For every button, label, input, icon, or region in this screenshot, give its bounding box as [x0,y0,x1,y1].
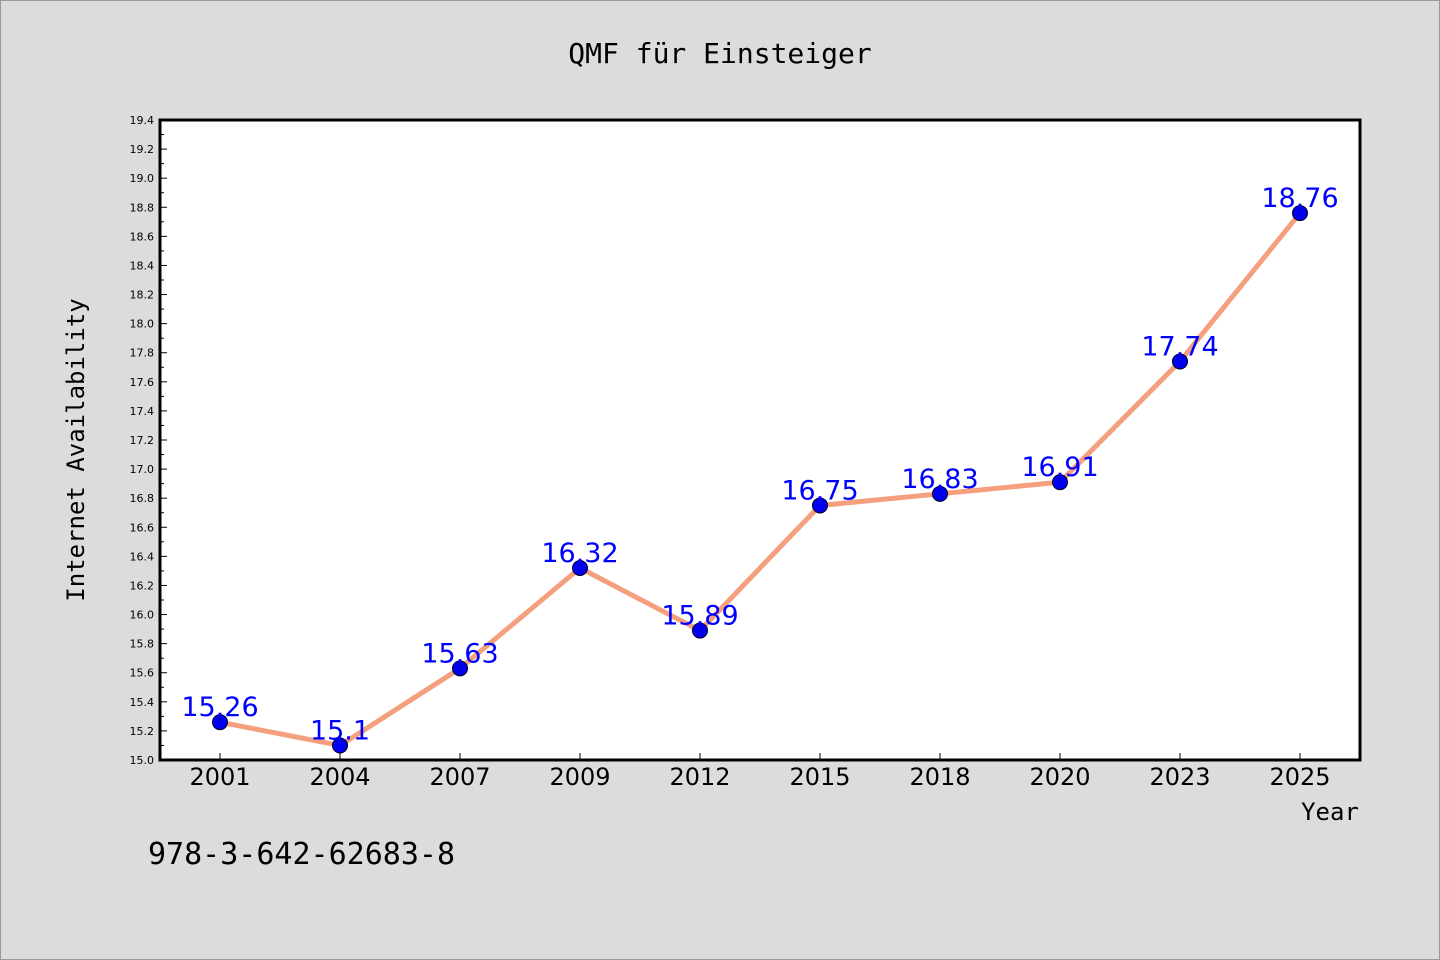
y-tick-label: 19.0 [130,172,155,185]
data-label: 16.91 [1021,452,1098,483]
data-labels: 15.26 15.1 15.63 16.32 15.89 16.75 16.83 16.91 1… [181,183,1338,746]
x-tick-label: 2025 [1269,763,1330,791]
y-axis: 15.0 15.2 15.4 15.6 15.8 16.0 16.2 16.4 16.6 16.8… [130,114,167,767]
data-point [452,660,468,677]
y-tick-label: 19.2 [130,143,155,156]
x-axis-label: Year [1301,798,1359,826]
isbn-text: 978-3-642-62683-8 [148,837,455,872]
data-label: 15.89 [661,601,738,632]
y-tick-label: 18.0 [130,318,155,331]
x-tick-label: 2023 [1149,763,1210,791]
x-tick-label: 2018 [909,763,970,791]
y-tick-label: 18.8 [130,201,155,214]
y-tick-label: 16.4 [130,550,155,563]
data-point [1172,353,1188,370]
x-tick-label: 2007 [429,763,490,791]
data-point [932,485,948,502]
data-label: 18.76 [1261,183,1338,214]
data-point [212,714,228,731]
y-tick-label: 17.2 [130,434,155,447]
y-tick-label: 16.8 [130,492,155,505]
chart-title: QMF für Einsteiger [568,37,871,70]
data-markers [212,205,1308,754]
y-tick-label: 17.6 [130,376,155,389]
data-label: 16.83 [901,464,978,495]
data-label: 15.1 [310,715,370,746]
data-point [572,560,588,576]
y-tick-label: 15.6 [130,667,155,680]
x-tick-label: 2020 [1029,763,1090,791]
plot-area [158,118,1362,762]
data-label: 16.75 [781,475,858,506]
y-tick-label: 17.0 [130,463,155,476]
y-tick-label: 15.4 [130,696,155,709]
y-tick-label: 15.0 [130,754,155,767]
series-line [219,211,1302,748]
y-tick-label: 17.8 [130,347,155,360]
data-point [1292,205,1308,222]
x-tick-label: 2004 [309,763,370,791]
y-tick-label: 18.2 [130,289,155,302]
y-tick-label: 19.4 [130,114,155,127]
data-point [812,497,828,514]
x-tick-label: 2009 [549,763,610,791]
y-tick-label: 16.0 [130,609,155,622]
data-point [332,737,348,754]
data-label: 17.74 [1141,331,1218,362]
y-tick-label: 15.8 [130,638,155,651]
data-label: 16.32 [541,538,618,569]
y-tick-label: 16.6 [130,521,155,534]
x-tick-label: 2001 [189,763,250,791]
data-label: 15.26 [181,692,258,723]
y-tick-label: 15.2 [130,725,155,738]
y-tick-label: 16.2 [130,579,155,592]
data-label: 15.63 [421,638,498,669]
y-tick-label: 17.4 [130,405,155,418]
data-point [1052,474,1068,491]
y-tick-label: 18.6 [130,230,155,243]
y-axis-label: Internet Availability [62,298,90,601]
y-tick-label: 18.4 [130,259,155,272]
x-tick-label: 2012 [669,763,730,791]
x-tick-label: 2015 [789,763,850,791]
data-point [692,622,708,639]
x-axis: 2001 2004 2007 2009 2012 2015 2018 2020 2023 2025 [189,753,1331,791]
